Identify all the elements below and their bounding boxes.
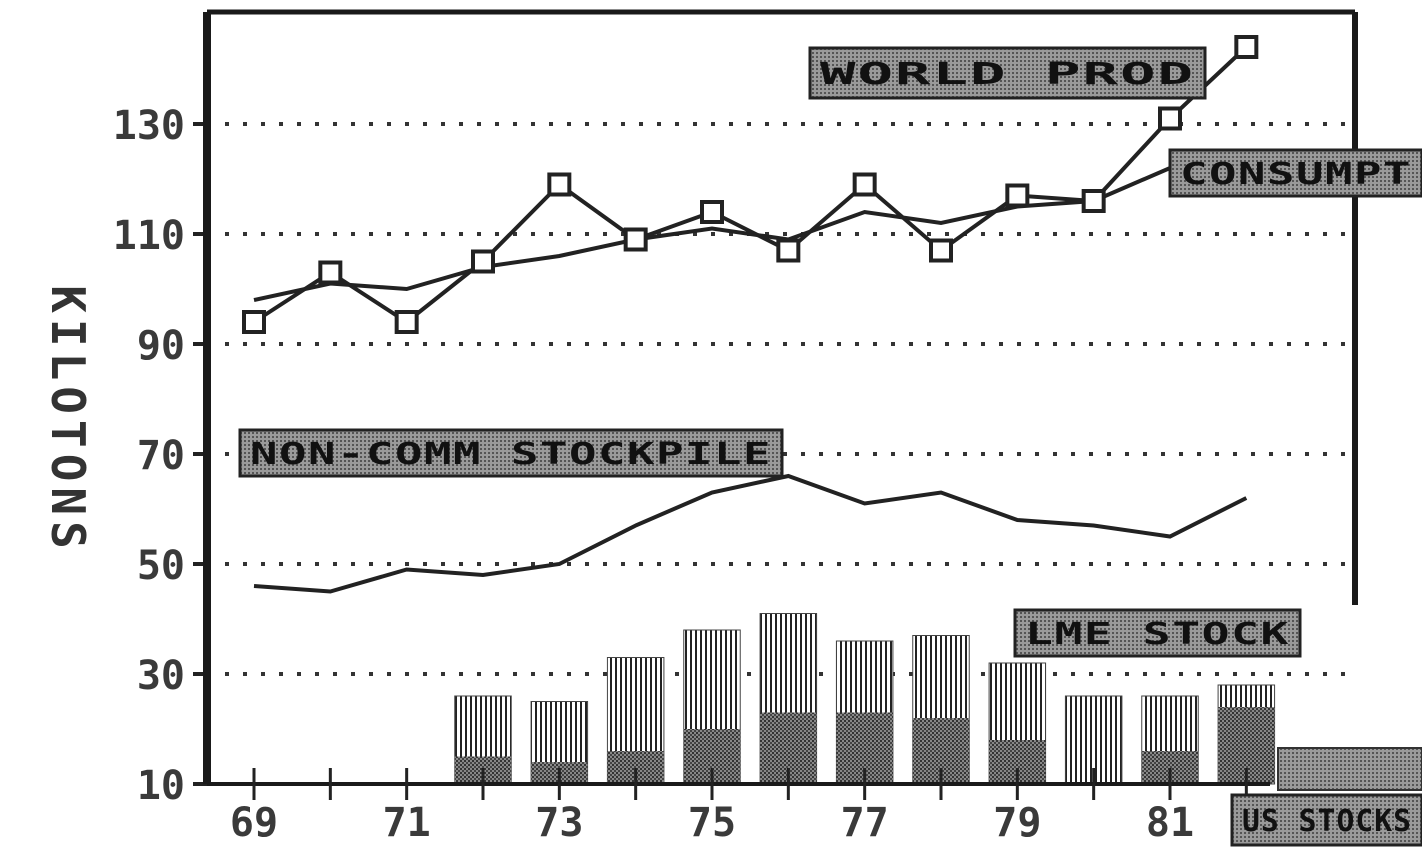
non-comm-stockpile-label: NON-COMM STOCKPILE: [250, 437, 772, 472]
x-tick-label-79: 79: [993, 800, 1041, 846]
y-axis-label-text: KILOTONS: [41, 285, 95, 555]
world-prod-point-1973: [547, 172, 572, 197]
world-prod-point-1975: [700, 200, 724, 224]
world-prod-point-1976: [776, 238, 801, 263]
y-tick-label-130: 130: [113, 103, 185, 149]
bar-series: [454, 613, 1276, 785]
y-tick-label-50: 50: [137, 543, 185, 589]
x-tick-labels: 69 71 73 75 77 79 81: [230, 800, 1194, 846]
us-stocks-label-box: [1230, 793, 1422, 847]
y-axis-label: KILOTONS: [41, 285, 95, 555]
line-series: [252, 45, 1248, 594]
x-tick-label-69: 69: [230, 800, 278, 846]
y-tick-label-30: 30: [137, 653, 185, 699]
y-tick-label-10: 10: [137, 763, 185, 809]
world-prod-point-1971: [394, 310, 419, 334]
us-stocks-label-decor: [1277, 747, 1422, 791]
lme-stock-label-box: [1013, 608, 1302, 658]
y-tick-label-90: 90: [137, 323, 185, 369]
consumption-line: [253, 166, 1247, 302]
world-prod-point-1979: [1005, 183, 1030, 208]
world-prod-point-1974: [623, 227, 648, 252]
y-tick-labels: 10 30 50 70 90 110 130: [113, 103, 185, 809]
non-comm-stockpile-label-box: [238, 428, 784, 478]
world-prod-point-1978: [929, 238, 953, 263]
y-tick-label-110: 110: [113, 213, 185, 259]
world-prod-label-box: [808, 46, 1207, 100]
x-tick-label-73: 73: [535, 800, 583, 846]
non-comm-stockpile-line: [253, 473, 1248, 594]
lme-stock-label: LME STOCK: [1025, 617, 1290, 652]
series-labels: WORLD PROD CONSUMPT NON-COMM STOCKPILE LME …: [238, 46, 1422, 847]
x-tick-label-71: 71: [383, 800, 431, 846]
world-prod-point-1980: [1081, 189, 1106, 213]
data-markers: [242, 35, 1259, 334]
plot-frame: [203, 9, 1358, 800]
y-axis-label-group: KILOTONS: [41, 285, 95, 555]
world-prod-point-1982: [1234, 35, 1259, 59]
consumpt-label: CONSUMPT: [1180, 157, 1412, 192]
world-prod-point-1977: [852, 172, 877, 197]
x-tick-label-75: 75: [688, 800, 736, 846]
world-prod-point-1972: [471, 249, 495, 274]
x-tick-label-81: 81: [1146, 800, 1194, 846]
x-tick-label-77: 77: [841, 800, 889, 846]
world-prod-point-1981: [1158, 106, 1182, 131]
world-prod-label: WORLD PROD: [820, 57, 1195, 92]
consumpt-label-box: [1168, 148, 1422, 198]
world-prod-point-1969: [242, 310, 266, 334]
y-tick-label-70: 70: [137, 433, 185, 479]
us-stocks-label: US STOCKS: [1242, 804, 1412, 839]
world-prod-point-1970: [318, 260, 343, 285]
